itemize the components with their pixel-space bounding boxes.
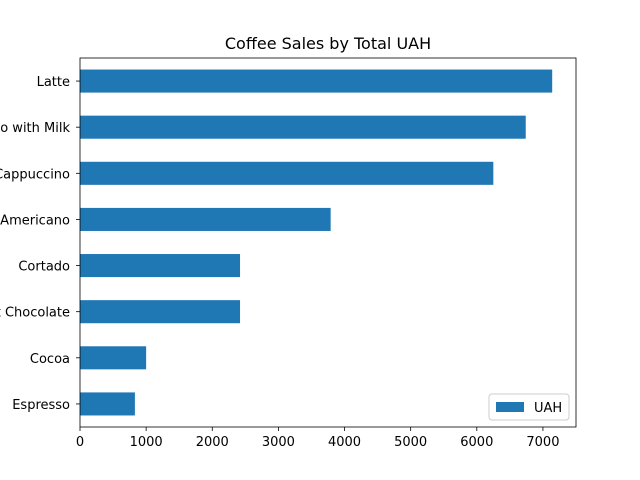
bars [80, 69, 553, 416]
y-tick-label: Cocoa [30, 352, 70, 367]
bar-hot-chocolate [80, 300, 241, 324]
x-tick-label: 1000 [130, 435, 163, 450]
x-tick-label: 0 [76, 435, 84, 450]
legend-label: UAH [534, 401, 562, 416]
y-tick-label: Cappuccino [0, 167, 70, 182]
legend: UAH [488, 393, 570, 421]
bar-latte [80, 69, 553, 93]
chart-title: Coffee Sales by Total UAH [225, 34, 431, 53]
bar-espresso [80, 392, 135, 416]
legend-swatch [496, 402, 524, 412]
y-tick-label: Espresso [12, 398, 70, 413]
y-tick-label: Hot Chocolate [0, 306, 70, 321]
bar-cortado [80, 254, 241, 278]
axes-frame [79, 57, 577, 428]
x-tick-label: 3000 [262, 435, 295, 450]
y-tick-label: Latte [37, 75, 70, 90]
bar-americano [80, 207, 331, 231]
x-tick-label: 4000 [328, 435, 361, 450]
bar-americano-with-milk [80, 115, 526, 139]
x-axis: 0 1000 2000 3000 4000 5000 6000 7000 [76, 427, 559, 450]
legend-box [488, 393, 570, 421]
bar-cocoa [80, 346, 147, 370]
y-tick-label: Cortado [18, 260, 70, 275]
bar-cappuccino [80, 161, 494, 185]
x-tick-label: 2000 [196, 435, 229, 450]
plot-frame [79, 57, 577, 428]
x-tick-label: 5000 [394, 435, 427, 450]
y-axis: Latte Americano with Milk Cappuccino Americ… [0, 75, 80, 413]
y-tick-label: Americano [0, 213, 70, 228]
x-tick-label: 6000 [460, 435, 493, 450]
x-tick-label: 7000 [526, 435, 559, 450]
y-tick-label: Americano with Milk [0, 121, 70, 136]
